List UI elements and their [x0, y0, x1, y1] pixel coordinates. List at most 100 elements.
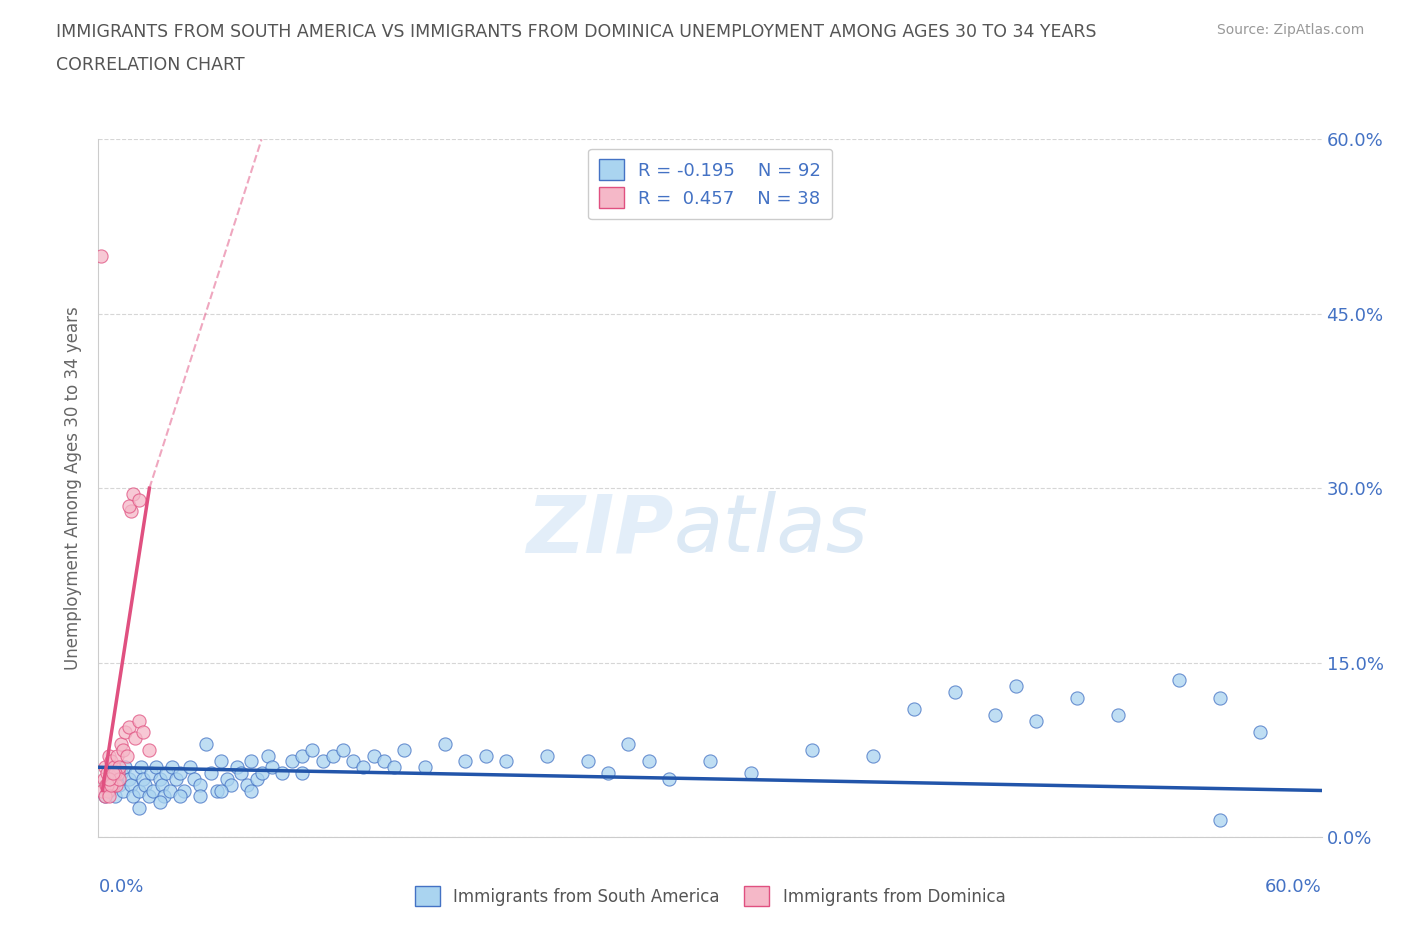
Point	[260, 760, 283, 775]
Point	[118, 498, 141, 513]
Point	[256, 748, 278, 763]
Point	[342, 754, 364, 769]
Point	[115, 748, 138, 763]
Point	[96, 765, 118, 780]
Point	[195, 737, 218, 751]
Point	[132, 725, 155, 740]
Point	[155, 765, 177, 780]
Point	[240, 754, 263, 769]
Point	[142, 783, 165, 798]
Point	[120, 777, 142, 792]
Point	[149, 794, 172, 809]
Point	[96, 777, 118, 792]
Point	[903, 702, 925, 717]
Point	[183, 772, 205, 787]
Point	[110, 765, 132, 780]
Point	[138, 789, 160, 804]
Point	[576, 754, 599, 769]
Point	[413, 760, 436, 775]
Point	[173, 783, 195, 798]
Point	[495, 754, 517, 769]
Point	[111, 742, 134, 757]
Point	[219, 777, 242, 792]
Point	[94, 777, 117, 792]
Point	[281, 754, 304, 769]
Point	[104, 765, 127, 780]
Point	[231, 765, 253, 780]
Point	[93, 789, 115, 804]
Point	[226, 760, 249, 775]
Point	[114, 760, 136, 775]
Point	[169, 789, 191, 804]
Point	[118, 772, 141, 787]
Point	[1249, 725, 1271, 740]
Point	[240, 783, 263, 798]
Point	[93, 789, 115, 804]
Point	[104, 777, 127, 792]
Point	[97, 789, 120, 804]
Text: atlas: atlas	[673, 491, 868, 569]
Point	[215, 772, 238, 787]
Point	[209, 754, 232, 769]
Point	[122, 789, 145, 804]
Point	[100, 777, 122, 792]
Point	[984, 708, 1007, 723]
Point	[270, 765, 294, 780]
Text: IMMIGRANTS FROM SOUTH AMERICA VS IMMIGRANTS FROM DOMINICA UNEMPLOYMENT AMONG AGE: IMMIGRANTS FROM SOUTH AMERICA VS IMMIGRA…	[56, 23, 1097, 41]
Point	[111, 783, 134, 798]
Point	[90, 248, 112, 263]
Point	[301, 742, 323, 757]
Point	[382, 760, 405, 775]
Text: ZIP: ZIP	[526, 491, 673, 569]
Point	[291, 765, 314, 780]
Point	[474, 748, 498, 763]
Point	[100, 772, 122, 787]
Point	[209, 783, 232, 798]
Point	[122, 486, 145, 501]
Point	[97, 783, 120, 798]
Point	[103, 760, 125, 775]
Point	[104, 765, 127, 780]
Point	[1025, 713, 1047, 728]
Point	[101, 765, 124, 780]
Point	[165, 772, 187, 787]
Legend: Immigrants from South America, Immigrants from Dominica: Immigrants from South America, Immigrant…	[408, 880, 1012, 912]
Point	[291, 748, 314, 763]
Point	[128, 783, 150, 798]
Point	[363, 748, 385, 763]
Point	[638, 754, 661, 769]
Point	[373, 754, 395, 769]
Point	[129, 760, 152, 775]
Point	[149, 772, 172, 787]
Point	[101, 772, 124, 787]
Point	[107, 765, 129, 780]
Point	[108, 772, 131, 787]
Point	[108, 777, 131, 792]
Point	[1004, 679, 1026, 694]
Point	[91, 783, 114, 798]
Point	[332, 742, 354, 757]
Point	[128, 801, 150, 816]
Y-axis label: Unemployment Among Ages 30 to 34 years: Unemployment Among Ages 30 to 34 years	[65, 306, 83, 671]
Point	[617, 737, 640, 751]
Point	[100, 754, 122, 769]
Point	[118, 719, 141, 734]
Point	[134, 777, 156, 792]
Point	[1167, 672, 1189, 687]
Point	[250, 765, 273, 780]
Point	[159, 783, 181, 798]
Point	[128, 713, 150, 728]
Point	[740, 765, 762, 780]
Point	[246, 772, 269, 787]
Point	[200, 765, 222, 780]
Point	[236, 777, 259, 792]
Point	[1107, 708, 1129, 723]
Point	[124, 731, 146, 746]
Point	[160, 760, 183, 775]
Point	[322, 748, 344, 763]
Point	[150, 777, 173, 792]
Text: Source: ZipAtlas.com: Source: ZipAtlas.com	[1216, 23, 1364, 37]
Point	[801, 742, 824, 757]
Point	[352, 760, 374, 775]
Point	[188, 777, 212, 792]
